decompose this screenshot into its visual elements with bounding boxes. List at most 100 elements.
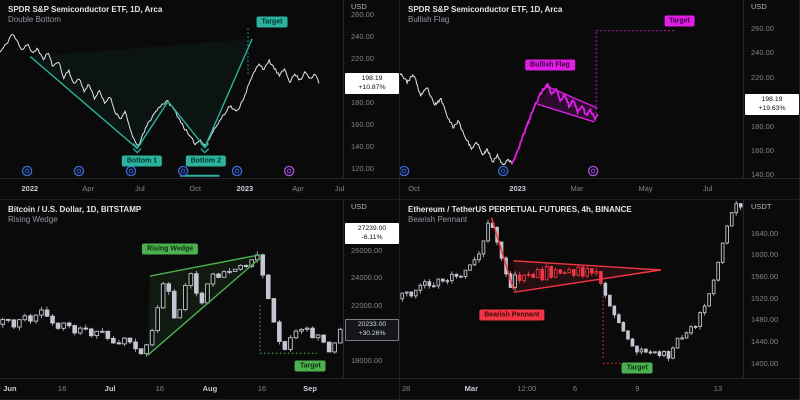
time-tick-label: Jul bbox=[702, 184, 713, 193]
candle-body bbox=[243, 264, 249, 267]
axis-currency-label: USD bbox=[351, 202, 367, 211]
candle-body bbox=[188, 273, 194, 286]
candle-body bbox=[580, 266, 585, 277]
time-axis-bottom-right[interactable]: 28 Mar 12:00 6 9 13 bbox=[400, 378, 799, 399]
candle-body bbox=[635, 345, 639, 353]
pattern-trendline[interactable] bbox=[536, 103, 595, 123]
candle-body bbox=[293, 330, 299, 339]
pattern-trendline[interactable] bbox=[147, 257, 261, 356]
time-tick-label: 2023 bbox=[509, 184, 526, 193]
pattern-trendline[interactable] bbox=[513, 260, 661, 271]
price-tag-change-percent: +19.63% bbox=[758, 104, 786, 112]
plot-area-top-left[interactable]: Target Bottom 1 Bottom 2 bbox=[0, 0, 343, 178]
candle-body bbox=[585, 268, 590, 277]
candle-body bbox=[463, 269, 468, 278]
price-tick-label: 180.00 bbox=[351, 97, 374, 107]
timeline-event-purple-circle-icon[interactable] bbox=[283, 165, 295, 177]
candle-body bbox=[445, 280, 450, 283]
pattern-label-rising-wedge[interactable]: Rising Wedge bbox=[142, 243, 199, 255]
plot-svg-bottom-right[interactable] bbox=[400, 200, 743, 378]
candle-body bbox=[648, 351, 653, 354]
plot-area-top-right[interactable]: Bullish Flag Target bbox=[400, 0, 743, 178]
time-tick-label: Aug bbox=[202, 384, 218, 393]
timeline-event-blue-circle-icon[interactable] bbox=[400, 165, 410, 177]
plot-area-bottom-right[interactable]: Bearish Pennant Target bbox=[400, 200, 743, 378]
plot-svg-bottom-left[interactable] bbox=[0, 200, 343, 378]
candle-body bbox=[61, 322, 66, 329]
current-price-tag-white: 198.19 +19.63% bbox=[745, 93, 799, 115]
candle-body bbox=[160, 283, 166, 309]
chart-panel-bottom-left: Rising Wedge Target USD 26000.00 24000.00 22… bbox=[0, 200, 400, 400]
chevron-down-marker-icon bbox=[200, 143, 210, 154]
price-tick-label: 140.00 bbox=[751, 170, 774, 180]
candle-body bbox=[205, 283, 210, 304]
pattern-trendline[interactable] bbox=[513, 269, 661, 293]
pattern-label-target[interactable]: Target bbox=[664, 15, 695, 27]
price-tick-label: 220.00 bbox=[751, 72, 774, 82]
plot-svg-top-left[interactable] bbox=[0, 0, 343, 178]
timeline-event-blue-circle-icon[interactable] bbox=[177, 165, 189, 177]
candle-body bbox=[621, 322, 626, 332]
time-axis-top-left[interactable]: 2022 Apr Jul Oct 2023 Apr Jul bbox=[0, 178, 399, 199]
plot-area-bottom-left[interactable]: Rising Wedge Target bbox=[0, 200, 343, 378]
candle-body bbox=[517, 274, 522, 281]
price-tick-label: 1440.00 bbox=[751, 337, 779, 347]
time-tick-label: May bbox=[638, 184, 653, 193]
timeline-event-purple-circle-icon[interactable] bbox=[587, 165, 599, 177]
time-axis-bottom-left[interactable]: Jun 16 Jul 16 Aug 16 Sep bbox=[0, 378, 399, 399]
candle-body bbox=[39, 309, 44, 316]
candle-body bbox=[149, 330, 155, 346]
timeline-event-blue-circle-icon[interactable] bbox=[231, 165, 243, 177]
timeline-event-blue-circle-icon[interactable] bbox=[125, 165, 137, 177]
pattern-trendline[interactable] bbox=[490, 217, 515, 290]
candle-body bbox=[562, 272, 567, 275]
price-axis-bottom-left[interactable]: USD 26000.00 24000.00 22000.00 18000.00 27239… bbox=[343, 200, 399, 378]
price-tag-change-percent: +10.87% bbox=[358, 83, 386, 91]
candle-body bbox=[734, 203, 739, 214]
candle-body bbox=[450, 273, 454, 282]
time-tick-label: Jul bbox=[135, 184, 145, 193]
price-axis-top-right[interactable]: USD 260.00 240.00 220.00 180.00 160.00 140.00 1… bbox=[743, 0, 799, 180]
candle-body bbox=[105, 330, 111, 339]
candle-body bbox=[315, 334, 321, 339]
candle-body bbox=[28, 315, 33, 322]
candle-body bbox=[576, 266, 581, 276]
pattern-label-bottom-1[interactable]: Bottom 1 bbox=[121, 155, 163, 167]
plot-svg-top-right[interactable] bbox=[400, 0, 743, 178]
timeline-event-blue-circle-icon[interactable] bbox=[73, 165, 85, 177]
candle-body bbox=[599, 271, 603, 284]
candle-body bbox=[227, 270, 232, 273]
price-tick-label: 1600.00 bbox=[751, 250, 779, 260]
pattern-label-bottom-2[interactable]: Bottom 2 bbox=[185, 155, 226, 167]
price-tick-label: 1520.00 bbox=[751, 293, 779, 303]
candle-body bbox=[155, 307, 160, 331]
timeline-event-blue-circle-icon[interactable] bbox=[497, 165, 509, 177]
price-axis-bottom-right[interactable]: USDT 1640.00 1600.00 1560.00 1520.00 1480.00 1… bbox=[743, 200, 799, 378]
price-tick-label: 18000.00 bbox=[351, 355, 383, 365]
pattern-trendline[interactable] bbox=[149, 254, 261, 277]
pattern-trendline[interactable] bbox=[29, 38, 253, 150]
time-tick-label: 9 bbox=[635, 384, 640, 393]
candle-body bbox=[738, 203, 743, 208]
pattern-label-target[interactable]: Target bbox=[294, 360, 326, 372]
pattern-trendline[interactable] bbox=[548, 86, 598, 109]
time-tick-label: 16 bbox=[155, 384, 164, 393]
price-tick-label: 220.00 bbox=[351, 54, 374, 64]
pattern-label-bearish-pennant[interactable]: Bearish Pennant bbox=[479, 309, 545, 321]
time-tick-label: Jul bbox=[104, 384, 116, 393]
pattern-label-target[interactable]: Target bbox=[621, 362, 653, 374]
candle-body bbox=[122, 337, 127, 345]
pattern-label-target[interactable]: Target bbox=[256, 16, 288, 28]
time-axis-top-right[interactable]: Oct 2023 Mar May Jul bbox=[400, 178, 799, 199]
candle-body bbox=[55, 322, 61, 329]
candle-body bbox=[177, 309, 183, 319]
pattern-fill bbox=[536, 86, 598, 123]
price-tick-label: 24000.00 bbox=[351, 273, 383, 282]
price-axis-top-left[interactable]: USD 260.00 240.00 220.00 180.00 160.00 140.00 1… bbox=[343, 0, 399, 178]
axis-currency-label: USD bbox=[751, 2, 767, 11]
time-tick-label: Sep bbox=[303, 384, 317, 393]
timeline-event-blue-circle-icon[interactable] bbox=[21, 165, 33, 177]
candle-body bbox=[513, 274, 517, 288]
pattern-label-bullish-flag[interactable]: Bullish Flag bbox=[525, 59, 575, 71]
